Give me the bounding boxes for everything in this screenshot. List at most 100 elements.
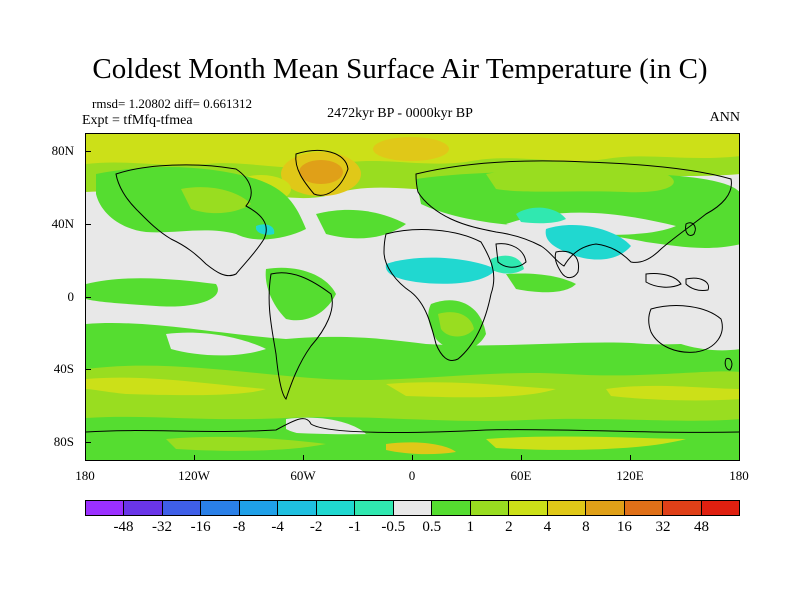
rmsd-diff-stats: rmsd= 1.20802 diff= 0.661312	[92, 96, 252, 111]
colorbar-label: -48	[113, 519, 134, 535]
colorbar-label: 2	[505, 519, 513, 535]
colorbar-swatch	[586, 501, 625, 515]
map-svg	[86, 134, 739, 460]
coast-japan	[685, 222, 696, 237]
warming-south-america-north	[265, 267, 336, 321]
colorbar-label: 16	[616, 519, 632, 535]
warming-antarctica-peak	[386, 442, 456, 455]
lon-label-0: 0	[408, 468, 416, 483]
lat-tick	[85, 151, 91, 152]
coast-south-america	[268, 272, 333, 400]
colorbar-swatch	[124, 501, 163, 515]
lon-label-60w: 60W	[290, 468, 316, 483]
colorbar-label: -0.5	[381, 519, 406, 535]
chart-title: Coldest Month Mean Surface Air Temperatu…	[92, 53, 708, 85]
colorbar-label: 0.5	[422, 519, 442, 535]
colorbar-label: 32	[655, 519, 671, 535]
lat-tick	[85, 224, 91, 225]
lat-label-0: 0	[67, 289, 75, 304]
warming-africa-core	[438, 312, 474, 337]
colorbar-swatch	[86, 501, 125, 515]
coast-antarctica	[86, 418, 739, 433]
lon-label-120w: 120W	[178, 468, 210, 483]
coastlines	[86, 150, 739, 433]
colorbar-swatch	[201, 501, 240, 515]
colorbar-label: -8	[232, 519, 246, 535]
lat-label-80n: 80N	[51, 143, 74, 158]
lon-label-120e: 120E	[616, 468, 644, 483]
lon-tick	[194, 455, 195, 461]
colorbar-swatch	[509, 501, 548, 515]
lat-label-40s: 40S	[53, 361, 74, 376]
cooling-patch-na	[256, 224, 275, 235]
warming-east-antarctica	[486, 436, 686, 450]
colorbar-swatch	[162, 501, 202, 515]
warming-north-america-core	[181, 187, 251, 214]
colorbar-swatch	[701, 501, 739, 515]
warming-tropical-pacific-west	[86, 278, 218, 307]
coast-eurasia	[415, 160, 732, 267]
lat-tick	[85, 369, 91, 370]
lon-label-180e: 180	[729, 468, 749, 483]
warming-antarctica-core	[166, 436, 326, 451]
colorbar-label: -4	[271, 519, 284, 535]
season-label: ANN	[709, 110, 740, 125]
lat-tick	[85, 442, 91, 443]
warming-north-atlantic	[316, 209, 406, 239]
neutral-weddell	[286, 417, 366, 438]
colorbar-label: 48	[693, 519, 709, 535]
lon-label-180w: 180	[75, 468, 95, 483]
lat-tick	[85, 297, 91, 298]
colorbar	[85, 500, 740, 516]
colorbar-swatch	[470, 501, 510, 515]
warming-arctic-peak	[373, 137, 449, 161]
coast-greenland	[295, 150, 349, 196]
colorbar-label: 8	[582, 519, 590, 535]
neutral-south-pacific	[166, 332, 266, 356]
colorbar-label: 4	[543, 519, 552, 535]
coast-australia	[648, 305, 723, 353]
coast-new-zealand	[724, 357, 733, 371]
colorbar-swatch	[663, 501, 702, 515]
colorbar-label: -1	[348, 519, 361, 535]
lon-tick	[303, 455, 304, 461]
colorbar-swatch	[316, 501, 356, 515]
warming-greenland-core	[299, 160, 343, 184]
cooling-south-asia	[545, 225, 631, 260]
experiment-label: Expt = tfMfq-tfmea	[82, 113, 193, 128]
period-label: 2472kyr BP - 0000kyr BP	[327, 106, 473, 121]
coast-india	[554, 250, 580, 279]
warming-south-indian-yellow	[606, 385, 739, 401]
lon-label-60e: 60E	[510, 468, 532, 483]
colorbar-swatch	[624, 501, 664, 515]
coast-arabia	[495, 243, 527, 268]
warming-south-atlantic-yellow	[386, 382, 556, 398]
cooling-patch-iran	[516, 207, 566, 224]
coast-new-guinea	[685, 277, 710, 291]
lat-label-80s: 80S	[53, 434, 74, 449]
colorbar-swatch	[393, 501, 433, 515]
coast-north-america	[115, 164, 267, 277]
warming-siberia	[486, 167, 674, 193]
colorbar-swatch	[547, 501, 587, 515]
lat-label-40n: 40N	[51, 216, 74, 231]
coast-borneo	[645, 273, 682, 288]
coast-africa	[383, 229, 495, 361]
colorbar-labels: -48 -32 -16 -8 -4 -2 -1 -0.5 0.5 1 2 4 8 16 32 48	[85, 519, 740, 539]
colorbar-swatch	[239, 501, 279, 515]
colorbar-swatch	[432, 501, 471, 515]
colorbar-label: -16	[190, 519, 211, 535]
lon-tick	[521, 455, 522, 461]
cooling-sahara	[385, 257, 496, 284]
world-map	[85, 133, 740, 461]
colorbar-label: -2	[309, 519, 323, 535]
cooling-arabia	[491, 255, 524, 274]
colorbar-label: -32	[152, 519, 173, 535]
lon-tick	[630, 455, 631, 461]
lon-tick	[412, 455, 413, 461]
colorbar-swatch	[278, 501, 317, 515]
colorbar-label: 1	[466, 519, 475, 535]
warming-indian-ocean-north	[506, 273, 576, 293]
colorbar-swatch	[355, 501, 394, 515]
warming-south-pacific-yellow	[86, 377, 266, 396]
